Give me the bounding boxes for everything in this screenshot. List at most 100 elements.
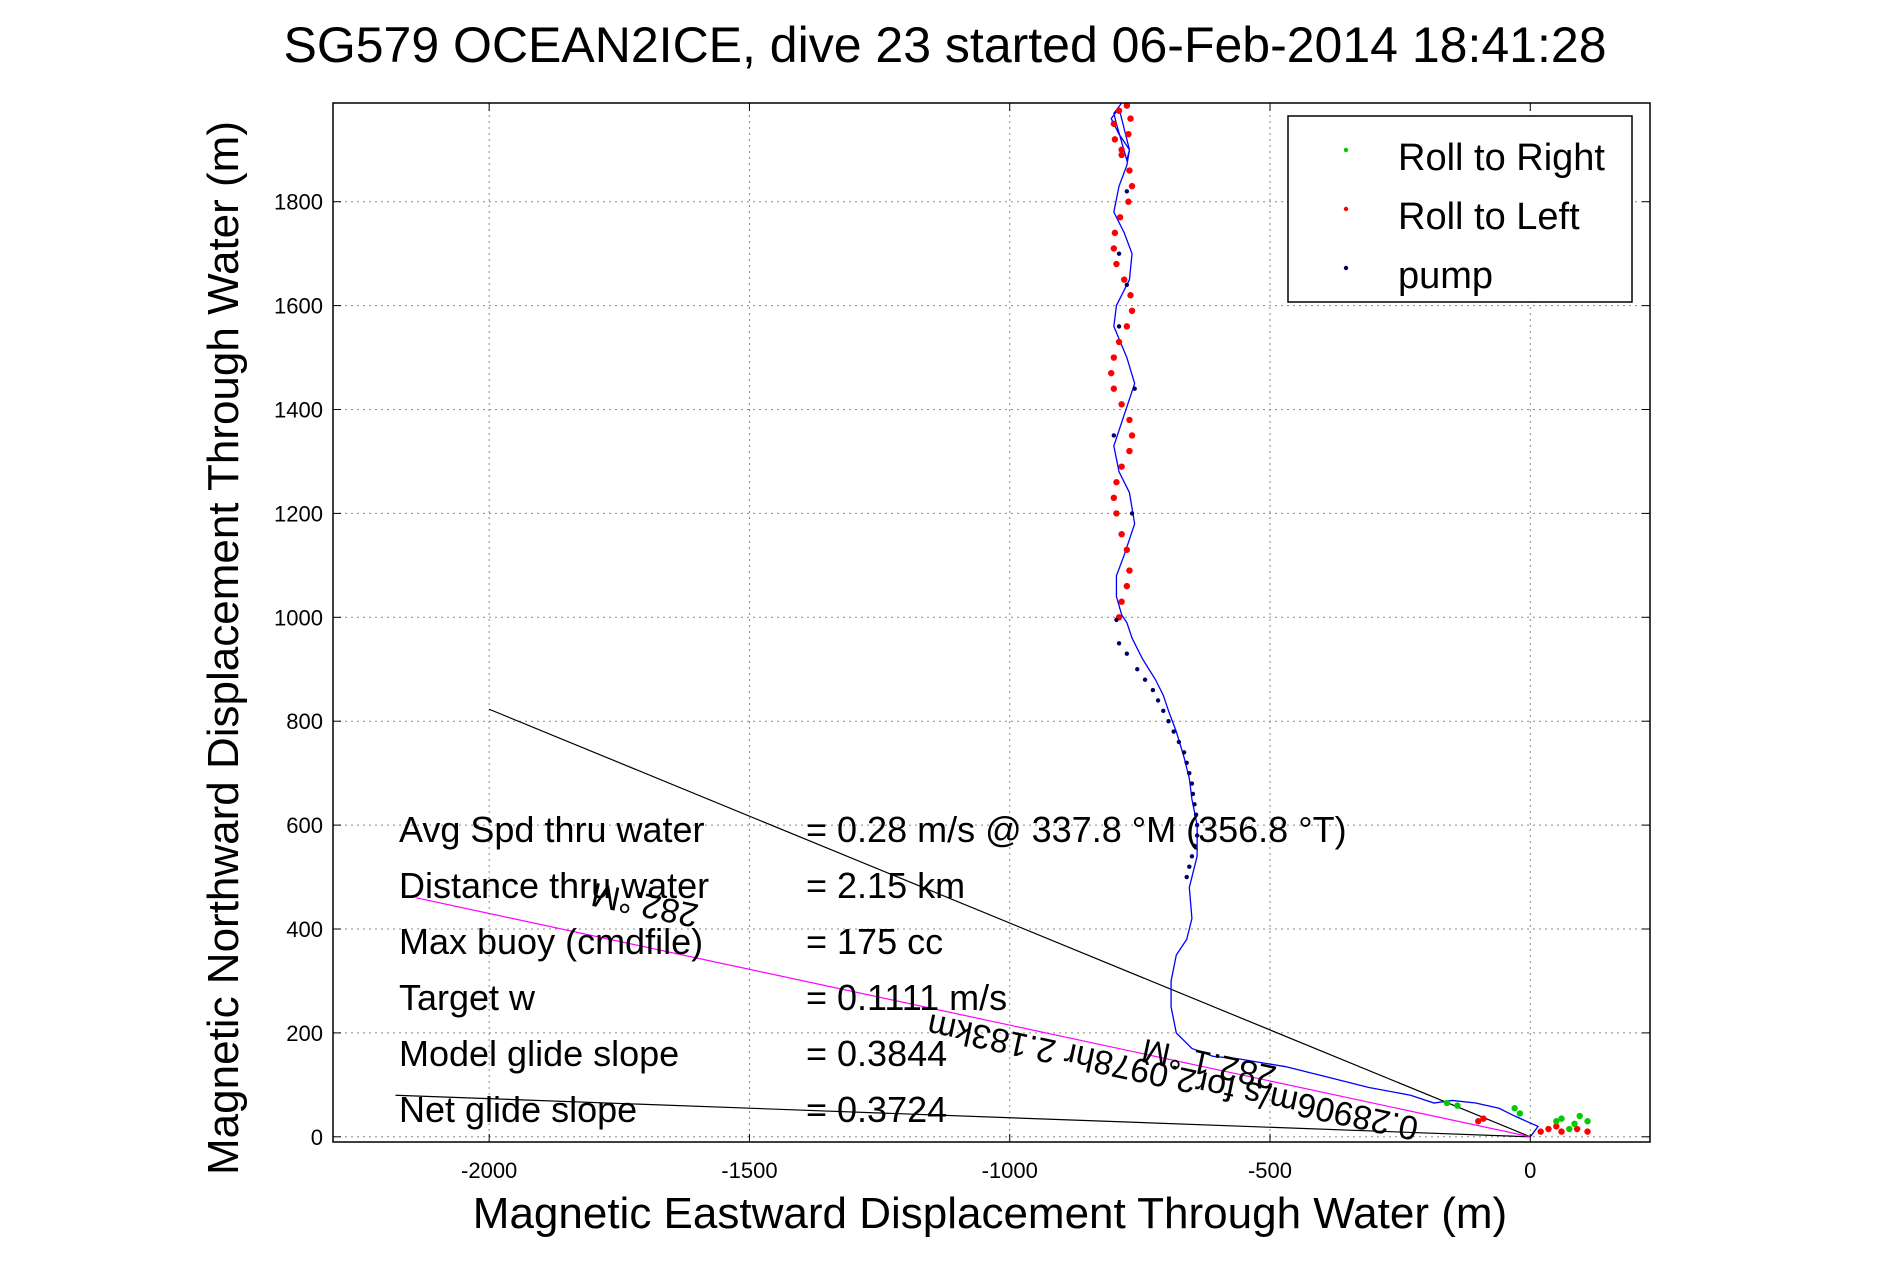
chart-title: SG579 OCEAN2ICE, dive 23 started 06-Feb-… <box>284 17 1607 73</box>
point-roll-to-left <box>1127 292 1134 299</box>
point-pump <box>1190 791 1196 797</box>
point-roll-to-left <box>1111 136 1119 143</box>
point-roll-to-left <box>1118 463 1125 470</box>
point-roll-to-left <box>1126 447 1133 455</box>
point-roll-to-right <box>1443 1099 1451 1107</box>
point-roll-to-left <box>1110 120 1118 127</box>
point-pump <box>1187 864 1192 869</box>
point-roll-to-right <box>1566 1125 1573 1133</box>
point-roll-to-right <box>1454 1102 1461 1109</box>
point-roll-to-left <box>1110 245 1118 252</box>
stat-label: Target w <box>399 977 536 1018</box>
point-roll-to-left <box>1126 167 1133 174</box>
stat-value: = 0.28 m/s @ 337.8 °M (356.8 °T) <box>806 809 1347 850</box>
y-tick-label: 1000 <box>274 605 323 630</box>
stat-value: = 0.3724 <box>806 1089 947 1130</box>
point-roll-to-left <box>1126 416 1133 424</box>
legend-marker-roll-right <box>1343 147 1349 153</box>
track-line <box>1110 102 1540 1138</box>
point-roll-to-left <box>1113 510 1120 517</box>
y-tick-label: 1200 <box>274 501 323 526</box>
point-roll-to-left <box>1558 1128 1565 1135</box>
point-roll-to-left <box>1108 369 1115 377</box>
point-roll-to-right <box>1511 1105 1518 1112</box>
point-roll-to-left <box>1110 494 1118 502</box>
stat-label: Net glide slope <box>399 1089 637 1130</box>
point-pump <box>1171 729 1176 734</box>
legend-label-roll-right: Roll to Right <box>1398 137 1605 179</box>
point-pump <box>1192 843 1197 849</box>
point-roll-to-left <box>1123 546 1131 553</box>
series-group <box>1108 102 1591 1138</box>
point-pump <box>1155 698 1161 703</box>
point-pump <box>1189 854 1195 859</box>
x-tick-label: -2000 <box>461 1158 517 1183</box>
point-pump <box>1111 433 1117 438</box>
x-tick-label: -1000 <box>982 1158 1038 1183</box>
point-roll-to-left <box>1123 323 1131 330</box>
point-pump <box>1187 770 1192 776</box>
y-tick-label: 200 <box>286 1021 323 1046</box>
annotation-speed-distance: 0.28906m/s for2.0978hr 2.183km <box>924 1006 1422 1147</box>
point-pump <box>1161 708 1166 714</box>
point-roll-to-left <box>1537 1128 1544 1135</box>
point-pump <box>1129 511 1135 516</box>
point-roll-to-left <box>1118 401 1125 408</box>
point-roll-to-left <box>1127 115 1134 122</box>
point-roll-to-left <box>1111 229 1119 237</box>
point-roll-to-left <box>1128 182 1136 190</box>
x-axis-label: Magnetic Eastward Displacement Through W… <box>473 1189 1507 1238</box>
point-roll-to-right <box>1516 1110 1524 1117</box>
point-pump <box>1116 251 1122 256</box>
stat-value: = 175 cc <box>806 921 943 962</box>
y-axis-label: Magnetic Northward Displacement Through … <box>199 121 248 1175</box>
point-roll-to-left <box>1118 151 1125 159</box>
point-pump <box>1116 324 1122 329</box>
point-pump <box>1193 812 1199 817</box>
point-roll-to-left <box>1126 567 1133 574</box>
point-roll-to-left <box>1110 354 1118 361</box>
point-roll-to-left <box>1115 338 1123 346</box>
reference-line <box>416 897 1531 1138</box>
y-tick-label: 1400 <box>274 398 323 423</box>
legend-label-pump: pump <box>1398 255 1493 297</box>
point-pump <box>1192 802 1197 807</box>
point-roll-to-left <box>1118 530 1125 538</box>
point-roll-to-left <box>1125 130 1132 138</box>
point-pump <box>1184 874 1189 880</box>
legend-marker-pump <box>1343 265 1349 271</box>
point-pump <box>1114 617 1119 623</box>
point-pump <box>1142 677 1148 682</box>
point-pump <box>1194 833 1200 838</box>
point-pump <box>1124 189 1130 194</box>
point-roll-to-left <box>1128 307 1136 314</box>
point-roll-to-left <box>1584 1128 1591 1135</box>
point-pump <box>1150 687 1156 693</box>
point-pump <box>1176 739 1182 745</box>
point-roll-to-left <box>1573 1125 1581 1133</box>
y-tick-label: 800 <box>286 709 323 734</box>
point-roll-to-left <box>1110 385 1118 392</box>
stat-label: Max buoy (cmdfile) <box>399 921 703 962</box>
point-roll-to-left <box>1118 598 1125 605</box>
reference-line <box>488 708 1531 1138</box>
plot-frame <box>332 102 1651 1143</box>
x-tick-label: 0 <box>1524 1158 1536 1183</box>
reference-line <box>395 1094 1531 1138</box>
stat-value: = 0.3844 <box>806 1033 947 1074</box>
point-roll-to-right <box>1558 1115 1565 1122</box>
legend-label-roll-left: Roll to Left <box>1398 196 1580 238</box>
y-tick-label: 0 <box>311 1125 323 1150</box>
point-pump <box>1132 386 1137 391</box>
point-pump <box>1116 641 1122 646</box>
stat-label: Distance thru water <box>399 865 709 906</box>
stat-label: Model glide slope <box>399 1033 679 1074</box>
point-roll-to-right <box>1571 1120 1578 1128</box>
y-tick-label: 600 <box>286 813 323 838</box>
point-roll-to-left <box>1128 432 1136 439</box>
point-pump <box>1189 781 1195 786</box>
point-roll-to-right <box>1576 1112 1583 1120</box>
tick-labels: -2000 -1500 -1000 -500 0 0 200 400 600 800 1000 120… <box>274 190 1536 1183</box>
point-pump <box>1194 822 1200 828</box>
point-pump <box>1124 282 1130 288</box>
